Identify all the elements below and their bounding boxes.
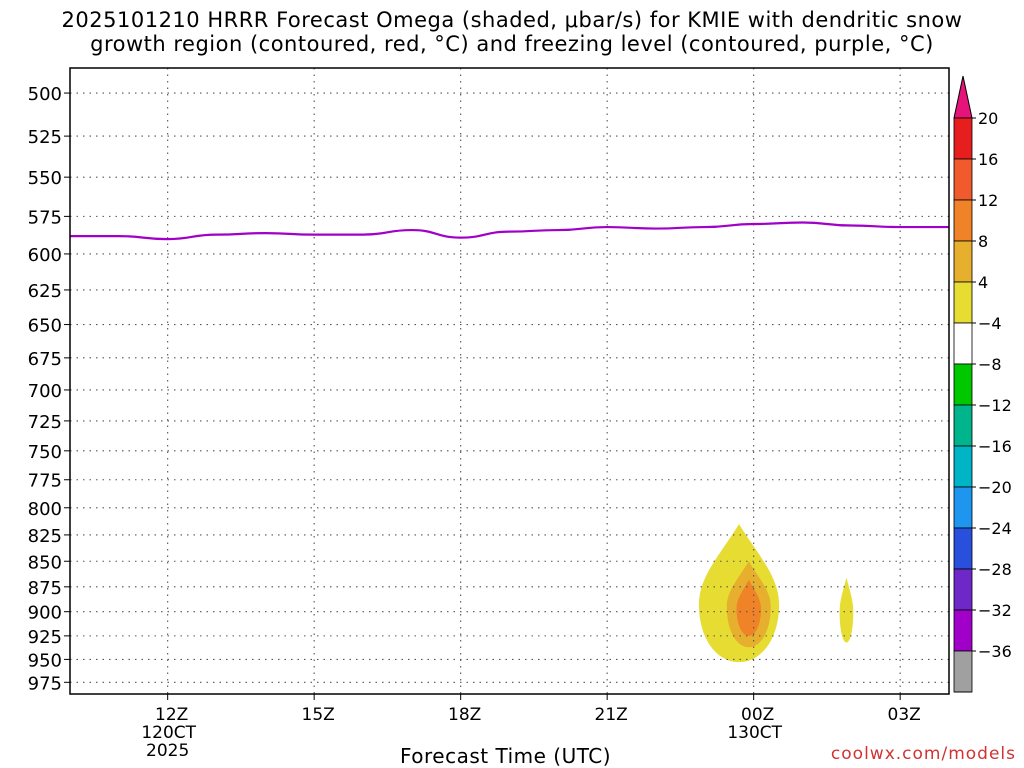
colorbar-label-12: −32: [978, 601, 1012, 620]
y-tick-label-900: 900: [28, 603, 62, 624]
colorbar-label-3: 8: [978, 232, 988, 251]
colorbar-segment-6: [953, 363, 973, 406]
y-tick-label-775: 775: [28, 471, 62, 492]
colorbar-segment-10: [953, 527, 973, 570]
plot-frame: [69, 67, 950, 695]
colorbar-segment-3: [953, 240, 973, 283]
colorbar-label-1: 16: [978, 150, 998, 169]
colorbar-label-2: 12: [978, 191, 998, 210]
colorbar-label-8: −16: [978, 437, 1012, 456]
y-tick-label-550: 550: [28, 168, 62, 189]
y-tick-label-725: 725: [28, 412, 62, 433]
y-tick-label-600: 600: [28, 245, 62, 266]
colorbar-label-9: −20: [978, 478, 1012, 497]
x-tick-label-00Z: 00Z: [741, 705, 774, 725]
y-tick-label-675: 675: [28, 349, 62, 370]
colorbar-segment-7: [953, 404, 973, 447]
x-tick-year-12Z: 2025: [146, 741, 189, 761]
x-tick-sublabel-00Z: 130CT: [727, 723, 782, 743]
y-tick-label-650: 650: [28, 316, 62, 337]
colorbar-label-11: −28: [978, 560, 1012, 579]
x-tick-sublabel-12Z: 120CT: [141, 723, 196, 743]
credit-text: coolwx.com/models: [830, 744, 1016, 764]
chart-title-line-1: 2025101210 HRRR Forecast Omega (shaded, …: [61, 8, 963, 32]
x-axis-title: Forecast Time (UTC): [400, 744, 612, 768]
grid-lines: [70, 68, 949, 694]
colorbar-segment-9: [953, 486, 973, 529]
y-tick-label-750: 750: [28, 442, 62, 463]
colorbar-label-10: −24: [978, 519, 1012, 538]
colorbar-segment-4: [953, 281, 973, 324]
y-axis: 500 525 550 575 600 625 650 675 700 725 750 775 800 8…: [28, 84, 70, 694]
y-tick-label-825: 825: [28, 526, 62, 547]
colorbar-segment-1: [953, 158, 973, 201]
y-tick-label-975: 975: [28, 673, 62, 694]
colorbar: 20 16 12 8 4 −4 −8 −12 −16 −20 −24 −28 −32 −36: [953, 75, 1012, 693]
colorbar-label-5: −4: [978, 314, 1002, 333]
colorbar-label-4: 4: [978, 273, 988, 292]
x-tick-label-18Z: 18Z: [448, 705, 481, 725]
freezing-level-layer: [70, 221, 949, 241]
freezing-level-line: [70, 221, 949, 241]
y-tick-label-925: 925: [28, 627, 62, 648]
omega-region-12-16-2: [736, 579, 761, 636]
y-tick-label-525: 525: [28, 127, 62, 148]
y-tick-label-625: 625: [28, 281, 62, 302]
y-tick-label-850: 850: [28, 552, 62, 573]
x-tick-label-03Z: 03Z: [888, 705, 921, 725]
colorbar-label-7: −12: [978, 396, 1012, 415]
y-tick-label-950: 950: [28, 650, 62, 671]
chart-title-line-2: growth region (contoured, red, °C) and f…: [90, 32, 934, 56]
omega-shading: [698, 524, 854, 663]
colorbar-label-13: −36: [978, 642, 1012, 661]
colorbar-segment-5: [953, 322, 973, 365]
colorbar-segment-13: [953, 650, 973, 693]
x-tick-label-21Z: 21Z: [595, 705, 628, 725]
colorbar-segment-2: [953, 199, 973, 242]
colorbar-segment-12: [953, 609, 973, 652]
colorbar-top-arrow: [953, 75, 973, 119]
y-tick-label-575: 575: [28, 207, 62, 228]
colorbar-segment-0: [953, 117, 973, 160]
omega-region-4-8-3: [839, 577, 854, 643]
y-tick-label-500: 500: [28, 84, 62, 105]
y-tick-label-700: 700: [28, 381, 62, 402]
colorbar-segment-8: [953, 445, 973, 488]
x-tick-label-12Z: 12Z: [155, 705, 188, 725]
y-tick-label-800: 800: [28, 499, 62, 520]
colorbar-segment-11: [953, 568, 973, 611]
colorbar-label-6: −8: [978, 355, 1002, 374]
y-tick-label-875: 875: [28, 578, 62, 599]
colorbar-label-0: 20: [978, 109, 998, 128]
x-tick-label-15Z: 15Z: [302, 705, 335, 725]
